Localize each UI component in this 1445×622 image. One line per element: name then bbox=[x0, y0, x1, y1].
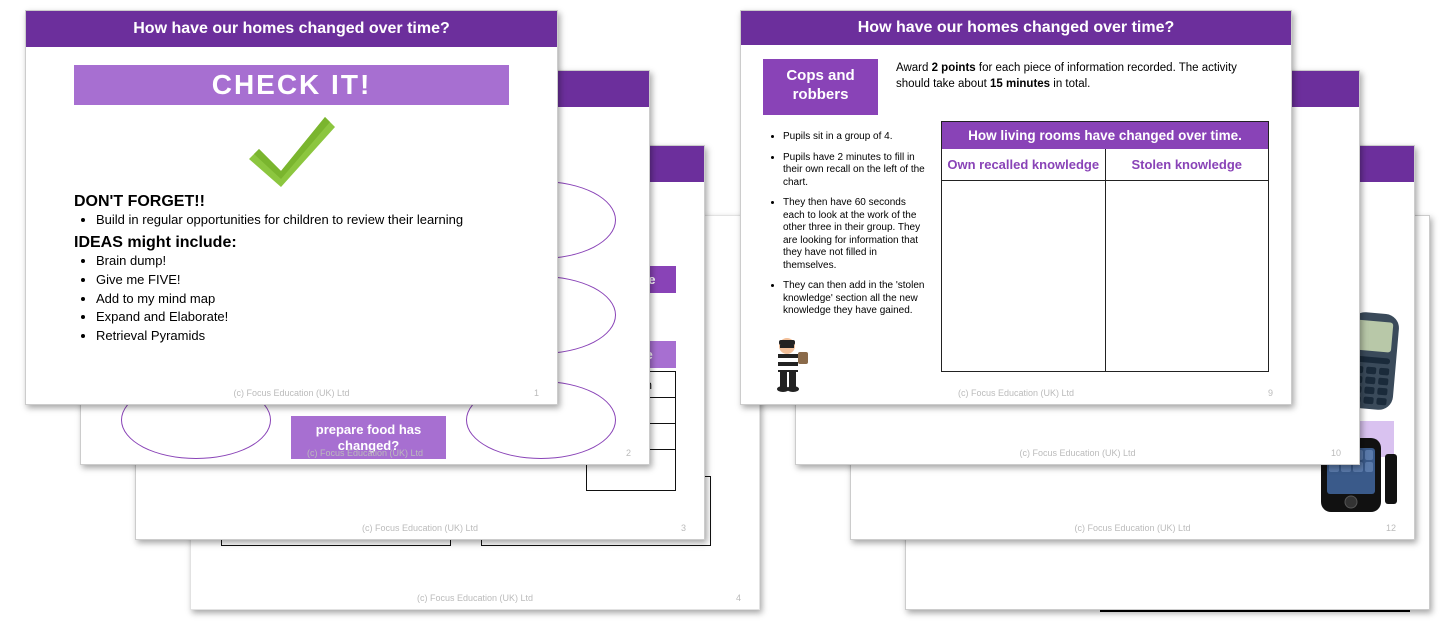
list-item: Give me FIVE! bbox=[96, 271, 509, 290]
badge-line: Cops and bbox=[763, 67, 878, 86]
dont-forget-heading: DON'T FORGET!! bbox=[74, 193, 509, 211]
slide-footer: (c) Focus Education (UK) Ltd 9 bbox=[741, 388, 1291, 398]
slide-body: DON'T FORGET!! Build in regular opportun… bbox=[26, 193, 557, 346]
page-number: 1 bbox=[534, 388, 539, 398]
footer-text: (c) Focus Education (UK) Ltd bbox=[1019, 448, 1135, 458]
slide-header: How have our homes changed over time? bbox=[741, 11, 1291, 45]
badge-line: robbers bbox=[763, 86, 878, 105]
slide-title: How have our homes changed over time? bbox=[858, 19, 1175, 37]
table-headers: Own recalled knowledge Stolen knowledge bbox=[942, 149, 1268, 181]
list-item: Retrieval Pyramids bbox=[96, 327, 509, 346]
table-title: How living rooms have changed over time. bbox=[942, 122, 1268, 149]
list-item: Pupils sit in a group of 4. bbox=[783, 131, 929, 144]
robber-icon bbox=[765, 336, 813, 392]
slide-title: How have our homes changed over time? bbox=[133, 20, 450, 38]
footer-text: (c) Focus Education (UK) Ltd bbox=[417, 593, 533, 603]
col-header: Own recalled knowledge bbox=[942, 149, 1106, 181]
ideas-list: Brain dump! Give me FIVE! Add to my mind… bbox=[74, 252, 509, 346]
knowledge-table: How living rooms have changed over time.… bbox=[941, 121, 1269, 372]
page-number: 9 bbox=[1268, 388, 1273, 398]
page-number: 4 bbox=[736, 593, 741, 603]
page-number: 12 bbox=[1386, 523, 1396, 533]
cops-robbers-badge: Cops and robbers bbox=[763, 59, 878, 115]
list-item: Build in regular opportunities for child… bbox=[96, 211, 509, 230]
list-item: They can then add in the 'stolen knowled… bbox=[783, 280, 929, 318]
footer-text: (c) Focus Education (UK) Ltd bbox=[233, 388, 349, 398]
footer-text: (c) Focus Education (UK) Ltd bbox=[1074, 523, 1190, 533]
slide-header: How have our homes changed over time? bbox=[26, 11, 557, 47]
table-cell bbox=[942, 181, 1106, 371]
checkmark-icon bbox=[247, 113, 337, 187]
right-slide-1: How have our homes changed over time? Co… bbox=[740, 10, 1292, 405]
footer-text: (c) Focus Education (UK) Ltd bbox=[307, 448, 423, 458]
list-item: Brain dump! bbox=[96, 252, 509, 271]
slide-footer: (c) Focus Education (UK) Ltd 12 bbox=[851, 523, 1414, 533]
list-item: Expand and Elaborate! bbox=[96, 308, 509, 327]
check-it-text: CHECK IT! bbox=[212, 69, 372, 101]
page-number: 2 bbox=[626, 448, 631, 458]
left-slide-1: How have our homes changed over time? CH… bbox=[25, 10, 558, 405]
footer-text: (c) Focus Education (UK) Ltd bbox=[362, 523, 478, 533]
check-it-banner: CHECK IT! bbox=[74, 65, 509, 105]
slide-footer: (c) Focus Education (UK) Ltd 4 bbox=[191, 593, 759, 603]
table-body bbox=[942, 181, 1268, 371]
list-item: Pupils have 2 minutes to fill in their o… bbox=[783, 152, 929, 190]
list-item: Add to my mind map bbox=[96, 290, 509, 309]
page-number: 10 bbox=[1331, 448, 1341, 458]
slide-footer: (c) Focus Education (UK) Ltd 10 bbox=[796, 448, 1359, 458]
award-text: Award 2 points for each piece of informa… bbox=[896, 61, 1256, 92]
page-number: 3 bbox=[681, 523, 686, 533]
list-item: They then have 60 seconds each to look a… bbox=[783, 197, 929, 272]
slide-footer: (c) Focus Education (UK) Ltd 1 bbox=[26, 388, 557, 398]
col-header: Stolen knowledge bbox=[1106, 149, 1269, 181]
dont-forget-list: Build in regular opportunities for child… bbox=[74, 211, 509, 230]
slide-footer: (c) Focus Education (UK) Ltd 2 bbox=[81, 448, 649, 458]
instructions: Pupils sit in a group of 4. Pupils have … bbox=[769, 131, 929, 326]
table-cell bbox=[1106, 181, 1269, 371]
ideas-heading: IDEAS might include: bbox=[74, 234, 509, 252]
slide-footer: (c) Focus Education (UK) Ltd 3 bbox=[136, 523, 704, 533]
footer-text: (c) Focus Education (UK) Ltd bbox=[958, 388, 1074, 398]
